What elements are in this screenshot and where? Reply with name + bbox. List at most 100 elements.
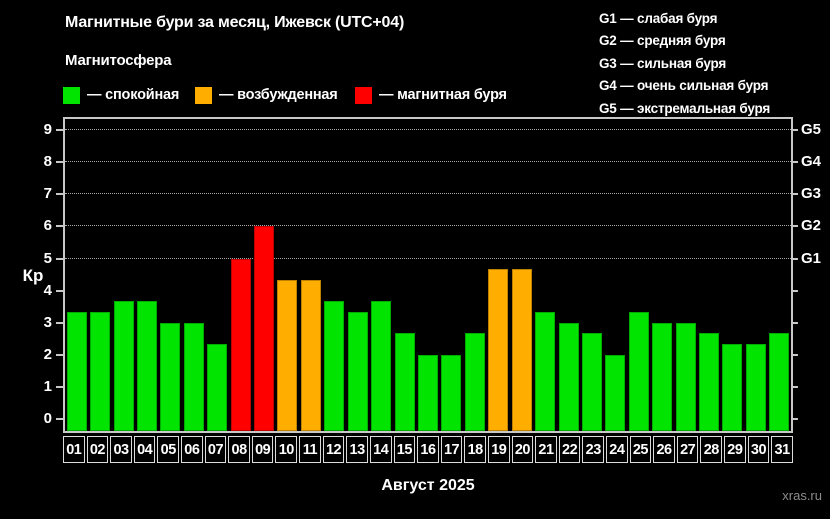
day-cell-22: 22 [558,436,581,463]
right-tick-kp2 [791,353,798,356]
kp-bar-day-02 [90,312,111,431]
kp-bar-day-05 [160,322,181,431]
right-axis-label-g5: G5 [801,121,822,139]
legend-item-storm: — магнитная буря [355,86,507,104]
day-cell-20: 20 [511,436,534,463]
gridline-kp7 [65,193,791,195]
right-tick-kp4 [791,289,798,292]
kp-bar-day-26 [652,322,673,431]
quiet-color-swatch [63,86,80,104]
kp-bar-day-07 [207,344,228,431]
kp-bar-day-23 [581,333,602,431]
left-tick-kp0 [56,418,63,420]
day-cell-05: 05 [157,436,180,463]
right-tick-kp1 [791,385,798,388]
kp-bar-day-25 [628,312,649,431]
right-tick-kp7 [791,193,798,196]
day-cell-30: 30 [747,436,770,463]
kp-bar-day-14 [371,301,392,431]
kp-bar-day-06 [183,322,204,431]
g-scale-legend-g4: G4 — очень сильная буря [599,78,769,94]
day-cell-10: 10 [275,436,298,463]
g-scale-legend: G1 — слабая буря G2 — средняя буря G3 — … [599,8,770,120]
unsettled-color-swatch [195,86,212,104]
left-tick-kp9 [56,129,63,132]
day-cell-01: 01 [63,436,85,463]
kp-bar-day-21 [535,312,556,431]
y-axis-label-0: 0 [43,410,52,427]
kp-bar-day-16 [418,354,438,431]
kp-bar-day-30 [745,344,766,431]
x-axis-day-row: 01 02 03 04 05 06 07 08 09 10 11 12 13 14 15 16 17 18 19 20… [63,436,793,463]
left-tick-kp4 [56,289,63,292]
x-axis-title: Август 2025 [381,477,475,494]
y-axis-label-4: 4 [43,281,52,299]
page-title: Магнитные бури за месяц, Ижевск (UTC+04) [65,14,405,31]
left-tick-kp7 [56,193,63,196]
g-scale-legend-g1: G1 — слабая буря [599,11,718,26]
day-cell-08: 08 [228,436,250,463]
kp-bar-day-10 [277,280,298,431]
day-cell-07: 07 [204,436,227,463]
kp-bar-day-11 [300,280,321,431]
kp-bar-day-18 [464,333,485,431]
kp-bar-day-04 [136,301,157,431]
legend-label-quiet: — спокойная [87,87,180,103]
gridline-kp6 [65,225,791,227]
kp-bar-day-24 [605,354,626,431]
right-tick-kp9 [791,129,798,132]
kp-bar-day-03 [113,301,134,431]
day-cell-02: 02 [86,436,109,463]
right-tick-kp8 [791,161,798,164]
day-cell-15: 15 [393,436,416,463]
right-axis-label-g4: G4 [801,153,822,171]
kp-bar-day-01 [66,312,87,431]
day-cell-06: 06 [181,436,203,463]
right-axis-label-g2: G2 [801,217,822,235]
y-axis-title: Кр [22,266,44,285]
kp-bar-day-20 [511,269,532,431]
kp-bar-day-15 [394,333,415,431]
storm-color-swatch [355,86,372,104]
g-scale-legend-g3: G3 — сильная буря [599,55,727,71]
gridline-kp5 [65,257,791,259]
left-tick-kp8 [56,161,63,164]
g-scale-legend-g5: G5 — экстремальная буря [599,100,771,116]
left-tick-kp1 [56,385,63,388]
legend-item-unsettled: — возбужденная [195,86,338,104]
right-tick-kp0 [791,418,798,420]
y-axis-label-5: 5 [43,249,52,267]
day-cell-18: 18 [464,436,486,463]
gridline-kp8 [65,161,791,163]
kp-bar-day-12 [324,301,345,431]
legend-label-storm: — магнитная буря [379,87,507,103]
kp-bar-day-27 [675,322,696,431]
left-tick-kp5 [56,257,63,260]
plot-area [63,117,793,433]
right-tick-kp6 [791,225,798,228]
kp-bar-day-08 [230,258,251,431]
left-tick-kp6 [56,225,63,228]
watermark: xras.ru [782,488,822,503]
right-tick-kp5 [791,257,798,260]
legend-label-unsettled: — возбужденная [219,87,338,103]
kp-bar-day-31 [769,333,790,431]
right-axis-label-g3: G3 [801,185,822,203]
day-cell-17: 17 [440,436,463,463]
day-cell-28: 28 [700,436,723,463]
kp-bar-day-09 [254,226,275,431]
day-cell-23: 23 [582,436,605,463]
legend-item-quiet: — спокойная [63,86,179,104]
day-cell-04: 04 [133,436,156,463]
y-axis-label-6: 6 [43,217,52,235]
day-cell-14: 14 [369,436,392,463]
y-axis-label-1: 1 [43,377,52,395]
kp-bar-day-19 [488,269,509,431]
day-cell-25: 25 [629,436,652,463]
day-cell-21: 21 [535,436,557,463]
kp-bar-day-29 [722,344,743,431]
magnetosphere-label: Магнитосфера [65,52,172,69]
day-cell-26: 26 [653,436,675,463]
day-cell-16: 16 [417,436,439,463]
